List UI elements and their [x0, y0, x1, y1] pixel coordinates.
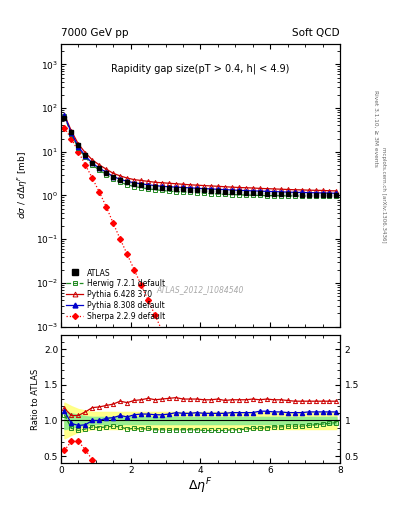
X-axis label: $\Delta\eta^F$: $\Delta\eta^F$	[188, 477, 213, 496]
Text: 7000 GeV pp: 7000 GeV pp	[61, 28, 129, 38]
Y-axis label: Ratio to ATLAS: Ratio to ATLAS	[31, 369, 40, 430]
Legend: ATLAS, Herwig 7.2.1 default, Pythia 6.428 370, Pythia 8.308 default, Sherpa 2.2.: ATLAS, Herwig 7.2.1 default, Pythia 6.42…	[65, 267, 167, 323]
Text: ATLAS_2012_I1084540: ATLAS_2012_I1084540	[157, 285, 244, 294]
Text: Rapidity gap size(pT > 0.4, h| < 4.9): Rapidity gap size(pT > 0.4, h| < 4.9)	[111, 63, 290, 74]
Text: Soft QCD: Soft QCD	[292, 28, 340, 38]
Y-axis label: $d\sigma\ /\ d\Delta\eta^F\ [\mathrm{mb}]$: $d\sigma\ /\ d\Delta\eta^F\ [\mathrm{mb}…	[16, 151, 30, 219]
Text: Rivet 3.1.10, ≥ 3M events: Rivet 3.1.10, ≥ 3M events	[373, 90, 378, 166]
Text: mcplots.cern.ch [arXiv:1306.3436]: mcplots.cern.ch [arXiv:1306.3436]	[381, 147, 386, 242]
